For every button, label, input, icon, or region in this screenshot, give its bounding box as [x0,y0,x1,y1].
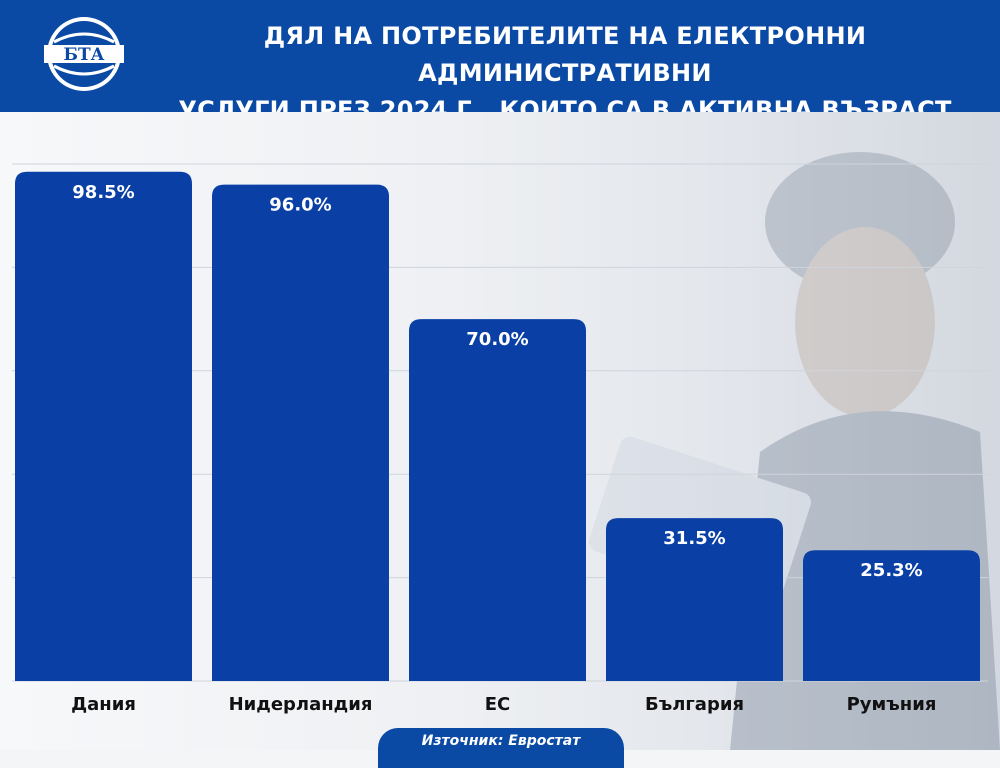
category-label: Нидерландия [229,694,373,715]
bars [15,171,980,681]
bar-2 [212,184,389,681]
value-label: 25.3% [860,560,922,581]
logo-text: БТА [63,45,104,65]
category-label: Румъния [847,694,937,715]
category-label: Дания [71,694,136,715]
value-label: 96.0% [269,195,331,216]
category-labels: Дания Нидерландия ЕС България Румъния [71,694,936,715]
bar-chart: 98.5% 96.0% 70.0% 31.5% 25.3% Дания Нидерланд… [12,163,988,715]
value-label: 70.0% [466,329,528,350]
bta-logo: БТА [44,17,124,91]
bar-5 [803,550,980,681]
bar-1 [15,171,192,681]
value-label: 31.5% [663,528,725,549]
header-banner: БТА ДЯЛ НА ПОТРЕБИТЕЛИТЕ НА ЕЛЕКТРОННИ А… [0,0,1000,124]
source-note: Източник: Евростат [378,728,624,768]
value-labels: 98.5% 96.0% 70.0% 31.5% 25.3% [72,182,922,581]
value-label: 98.5% [72,182,134,203]
category-label: ЕС [485,694,511,715]
bar-4 [606,518,783,681]
bar-3 [409,319,586,681]
title-line-1: ДЯЛ НА ПОТРЕБИТЕЛИТЕ НА ЕЛЕКТРОННИ АДМИН… [263,22,867,87]
category-label: България [645,694,744,715]
